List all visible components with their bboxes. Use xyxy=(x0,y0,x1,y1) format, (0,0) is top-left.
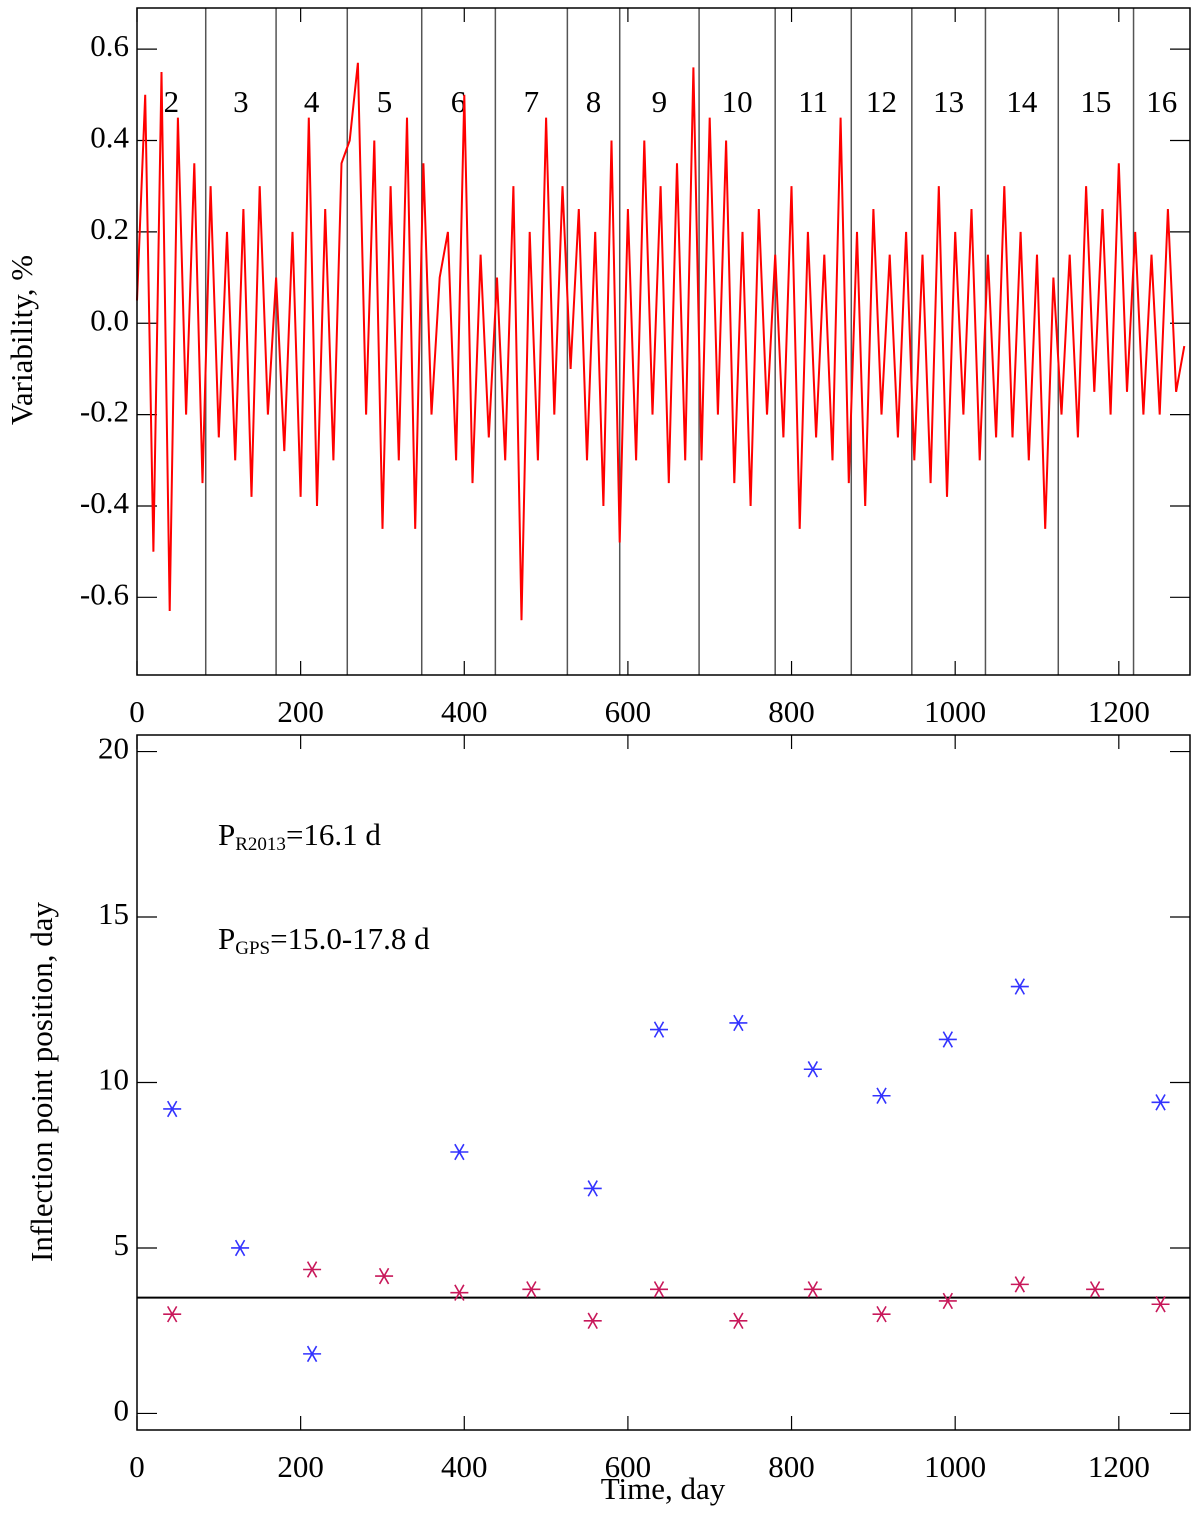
y-tick-label: 0 xyxy=(114,1393,130,1428)
segment-label: 11 xyxy=(798,84,828,119)
y-tick-label: 0.0 xyxy=(90,302,129,337)
segment-label: 5 xyxy=(377,84,393,119)
asterisk-marker xyxy=(163,1100,182,1118)
asterisk-marker xyxy=(303,1345,322,1363)
asterisk-marker xyxy=(872,1305,891,1323)
annotation: PR2013=16.1 d xyxy=(218,817,381,855)
asterisk-marker xyxy=(1010,1276,1029,1293)
segment-label: 8 xyxy=(586,84,602,119)
y-tick-label: 10 xyxy=(98,1062,129,1097)
plot-frame xyxy=(136,734,1191,1431)
asterisk-marker xyxy=(450,1143,469,1161)
annotation-main: P xyxy=(218,817,235,852)
asterisk-marker xyxy=(729,1312,748,1330)
x-tick-label: 800 xyxy=(768,1449,815,1484)
segment-label: 2 xyxy=(164,84,180,119)
x-tick-label: 400 xyxy=(441,1449,488,1484)
x-tick-label: 200 xyxy=(277,694,324,729)
asterisk-marker xyxy=(303,1261,322,1278)
x-tick-label: 800 xyxy=(768,694,815,729)
x-tick-label: 400 xyxy=(441,694,488,729)
asterisk-marker xyxy=(583,1180,602,1197)
y-tick-label: 0.6 xyxy=(90,28,129,63)
annotation-main: P xyxy=(218,921,235,956)
y-axis-label: Inflection point position, day xyxy=(24,902,59,1262)
segment-label: 12 xyxy=(866,84,897,119)
asterisk-marker xyxy=(1151,1094,1170,1111)
annotation-subscript: R2013 xyxy=(235,834,286,855)
asterisk-marker xyxy=(650,1021,668,1038)
segment-label: 7 xyxy=(524,84,540,119)
y-tick-label: -0.2 xyxy=(80,394,129,429)
asterisk-marker xyxy=(729,1014,748,1032)
asterisk-marker xyxy=(375,1267,394,1285)
x-tick-label: 200 xyxy=(277,1449,324,1484)
y-tick-label: 20 xyxy=(98,731,129,766)
asterisk-marker xyxy=(803,1281,822,1298)
asterisk-marker xyxy=(1151,1296,1170,1313)
asterisk-marker xyxy=(163,1305,182,1323)
x-tick-label: 1200 xyxy=(1088,1449,1150,1484)
y-tick-label: 0.2 xyxy=(90,211,129,246)
segment-label: 4 xyxy=(304,84,320,119)
x-tick-label: 0 xyxy=(129,694,145,729)
annotation-rest: =15.0-17.8 d xyxy=(270,921,430,956)
annotation-rest: =16.1 d xyxy=(286,817,381,852)
x-tick-label: 600 xyxy=(605,1449,652,1484)
segment-label: 13 xyxy=(933,84,964,119)
y-tick-label: 5 xyxy=(114,1227,130,1262)
x-tick-label: 1000 xyxy=(924,694,986,729)
segment-label: 16 xyxy=(1146,84,1177,119)
annotation: PGPS=15.0-17.8 d xyxy=(218,921,430,959)
segment-label: 3 xyxy=(233,84,249,119)
segment-label: 15 xyxy=(1080,84,1111,119)
y-tick-label: 15 xyxy=(98,896,129,931)
segment-label: 9 xyxy=(652,84,668,119)
asterisk-marker xyxy=(872,1087,891,1104)
asterisk-marker xyxy=(522,1281,541,1298)
x-tick-label: 1000 xyxy=(924,1449,986,1484)
y-tick-label: -0.4 xyxy=(80,485,130,520)
asterisk-marker xyxy=(450,1284,469,1301)
asterisk-marker xyxy=(650,1281,668,1298)
y-tick-label: 0.4 xyxy=(90,120,129,155)
asterisk-marker xyxy=(231,1239,250,1257)
asterisk-marker xyxy=(938,1292,957,1310)
x-tick-label: 1200 xyxy=(1088,694,1150,729)
asterisk-marker xyxy=(1086,1281,1105,1298)
segment-label: 14 xyxy=(1006,84,1038,119)
data-line xyxy=(136,62,1186,621)
plot-frame xyxy=(136,7,1191,676)
annotation-subscript: GPS xyxy=(235,938,270,959)
asterisk-marker xyxy=(803,1061,822,1078)
asterisk-marker xyxy=(583,1312,602,1330)
y-tick-label: -0.6 xyxy=(80,576,129,611)
segment-label: 10 xyxy=(722,84,753,119)
x-tick-label: 600 xyxy=(605,694,652,729)
x-axis-label: Time, day xyxy=(601,1471,726,1506)
asterisk-marker xyxy=(1010,978,1029,995)
y-axis-label: Variability, % xyxy=(4,255,39,425)
segment-label: 6 xyxy=(451,84,467,119)
asterisk-marker xyxy=(938,1031,957,1048)
x-tick-label: 0 xyxy=(129,1449,145,1484)
